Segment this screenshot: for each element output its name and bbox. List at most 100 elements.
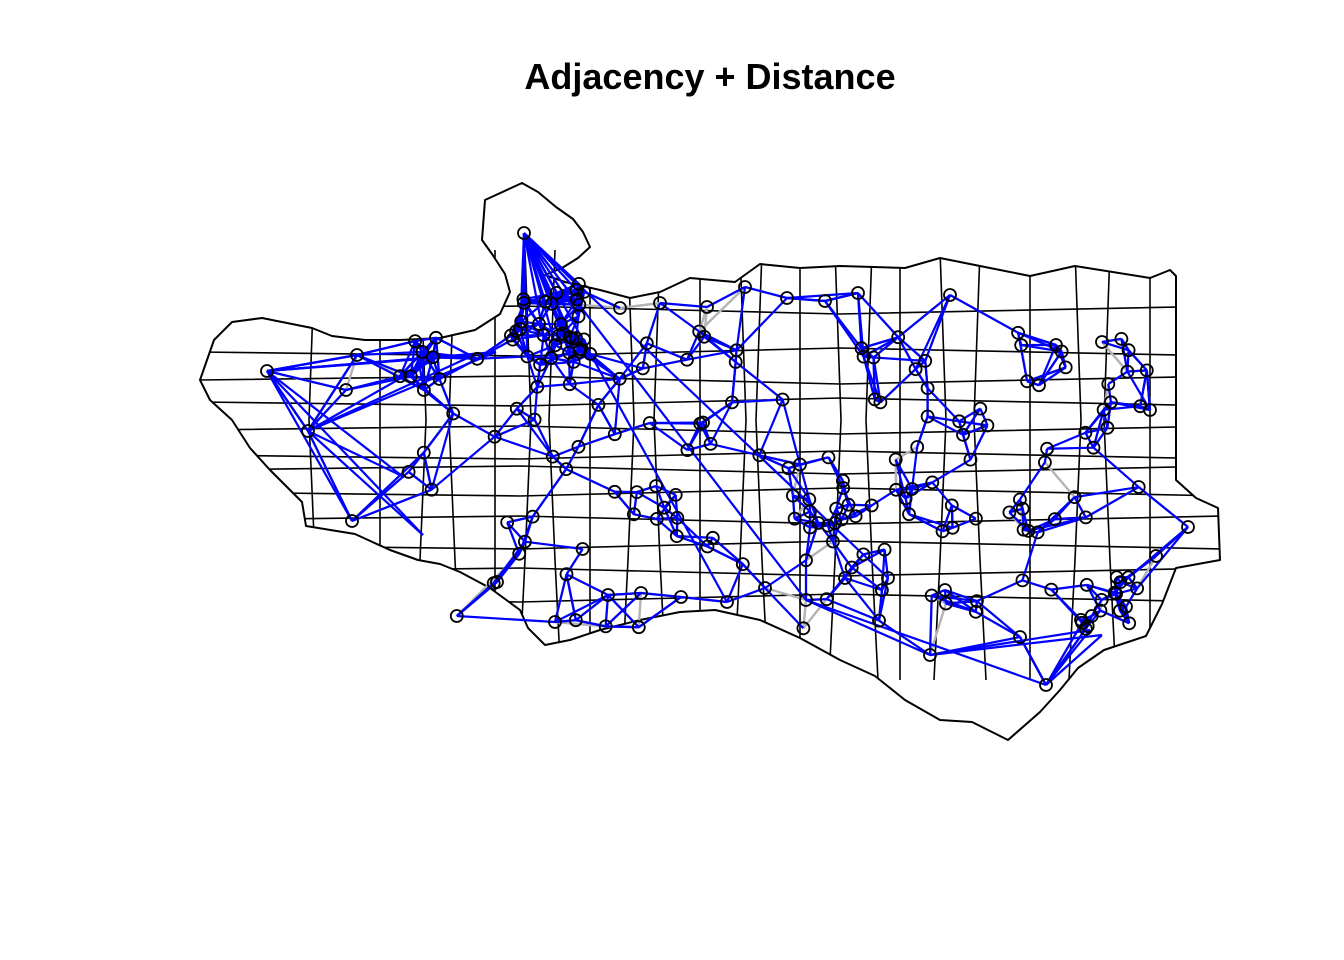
adjacency-edge [698,286,746,333]
distance-edge [553,573,568,623]
distance-edge [962,424,988,436]
centroid-node [1030,525,1045,540]
centroid-node [700,539,715,554]
distance-edge [841,515,856,521]
centroid-node [968,604,983,619]
centroid-node [796,621,811,636]
distance-edge [407,471,433,491]
distance-edge [522,232,571,353]
centroid-node [532,316,546,331]
centroid-node [1002,505,1017,520]
centroid-node [449,609,464,623]
centroid-node [811,516,826,530]
centroid-node [943,288,957,302]
distance-edge [904,498,911,515]
distance-edge [645,302,662,344]
distance-edge [656,516,678,521]
distance-edge [566,573,609,596]
centroid-node [627,507,641,522]
centroid-node [963,452,978,467]
centroid-node [787,511,802,526]
centroid-node [571,439,586,454]
centroid-node [670,510,685,525]
distance-edge [430,435,496,491]
distance-edge [680,595,728,604]
centroid-node [649,479,663,493]
distance-edge [656,518,678,537]
centroid-node [634,586,648,600]
distance-edge [710,442,760,457]
distance-edge [1125,587,1139,608]
centroid-node [1100,420,1115,435]
distance-edge [1073,496,1087,518]
distance-edge [794,517,811,529]
distance-edge [613,378,621,435]
centroid-node [424,482,439,497]
distance-edge [764,587,805,630]
centroid-node [635,361,650,376]
centroid-node [873,395,888,410]
distance-edge [1106,402,1113,428]
distance-edge [871,488,897,507]
centroid-node [1095,335,1109,349]
distance-edge [589,352,644,370]
distance-edge [649,422,689,451]
distance-edge [735,286,747,351]
centroid-node [838,571,852,585]
distance-edge [597,404,616,435]
distance-edge [410,375,454,415]
centroid-node [1084,609,1099,623]
distance-edge [569,377,620,386]
centroid-node [923,648,937,662]
distance-edge [791,495,796,519]
centroid-node [408,334,423,349]
distance-edge [636,484,657,494]
distance-edge [709,401,734,445]
distance-edge [307,389,347,432]
tract-boundary-line [1068,249,1082,681]
distance-edge [827,456,844,482]
centroid-node [568,613,583,628]
distance-edge [554,619,576,624]
centroid-node [416,445,431,460]
distance-edge [686,349,737,361]
distance-edge [805,598,1047,687]
distance-edge [735,361,784,401]
distance-edge [1085,486,1140,519]
distance-edge [573,360,621,380]
distance-edge [565,574,577,621]
centroid-node [598,619,613,634]
centroid-node [1032,378,1046,393]
centroid-node [1101,377,1116,391]
distance-edge [979,408,989,426]
centroid-node [700,300,714,314]
distance-edge [805,598,931,657]
centroid-node [952,414,967,429]
tract-boundary-line [755,249,769,681]
centroid-node [1013,492,1027,507]
distance-edge [744,285,788,300]
distance-edge [975,610,1021,638]
distance-edge [926,387,960,423]
distance-edge [787,468,794,496]
distance-edge [523,232,580,317]
centroid-node [1107,585,1122,600]
centroid-node [544,351,559,365]
distance-edge [356,350,423,357]
centroid-node [799,593,813,607]
tract-boundary-line [413,249,427,681]
centroid-node [509,324,523,339]
centroid-node [1058,360,1073,375]
distance-edge [307,430,424,536]
distance-edge [632,491,638,515]
distance-edge [307,430,353,522]
centroid-node [781,461,796,476]
distance-edge [792,494,811,513]
distance-edge [522,232,529,357]
distance-edge [706,537,714,548]
distance-edge [941,505,953,532]
centroid-node [517,295,531,310]
centroid-node [1086,440,1101,455]
map-title: Adjacency + Distance [524,56,896,97]
distance-edge [835,487,845,509]
